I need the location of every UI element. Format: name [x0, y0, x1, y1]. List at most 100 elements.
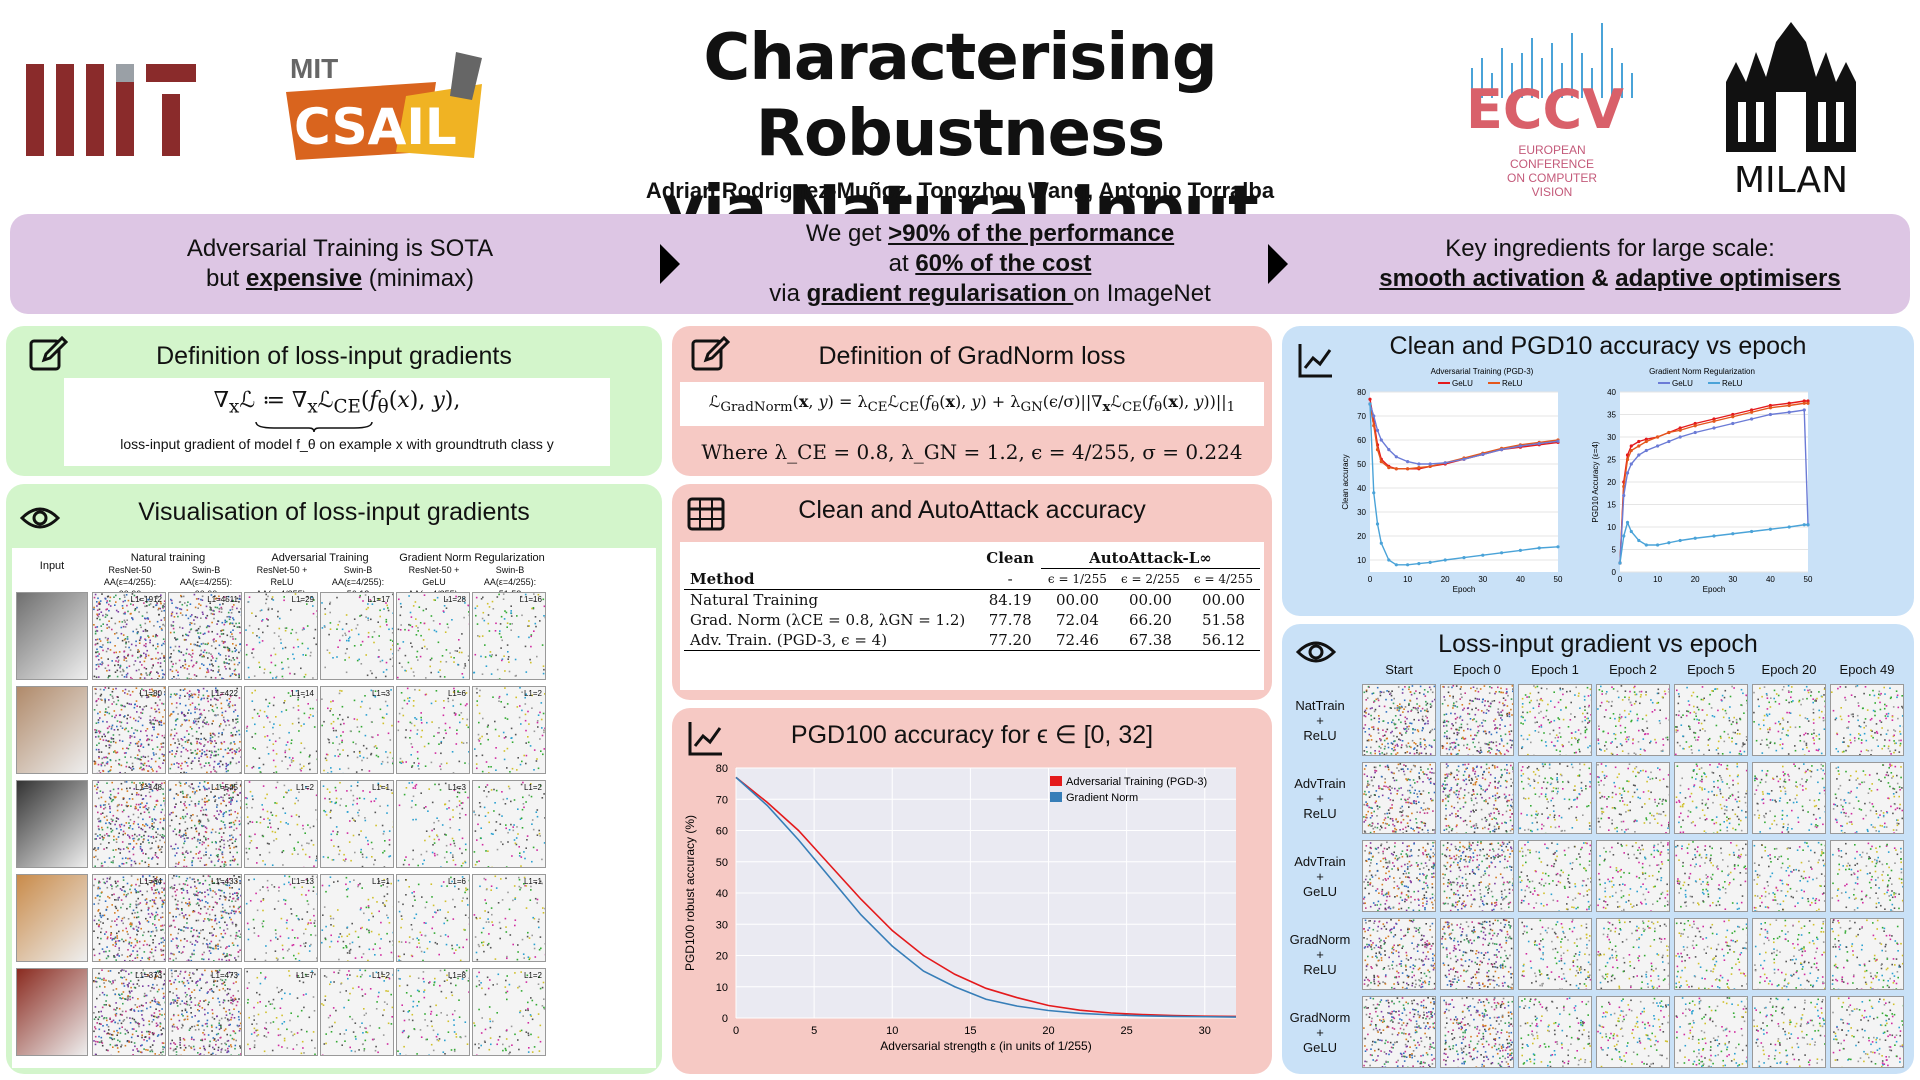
epoch-thumbnail [1830, 840, 1904, 912]
y-tick-label: 0 [722, 1013, 728, 1025]
y-tick-label: 60 [1357, 436, 1366, 445]
epoch-thumbnail [1674, 684, 1748, 756]
epoch-thumbnail [1830, 996, 1904, 1068]
panel-def-gradients: Definition of loss-input gradients ∇xℒ ≔… [6, 326, 662, 476]
epoch-thumbnail [1674, 918, 1748, 990]
epoch-thumbnail [1752, 840, 1826, 912]
panel-epoch: Loss-input gradient vs epoch Start Epoch … [1282, 624, 1914, 1074]
x-tick-label: 5 [811, 1025, 817, 1037]
x-tick-label: 25 [1121, 1025, 1133, 1037]
eccv-logo: ECCV EUROPEAN CONFERENCE ON COMPUTER VIS… [1466, 23, 1633, 199]
table-row: Adv. Train. (PGD-3, ϵ = 4) 77.20 72.46 67.3… [684, 630, 1260, 650]
y-tick-label: 80 [1357, 388, 1366, 397]
l1-label: L1=373 [135, 971, 162, 980]
data-point [1629, 462, 1633, 466]
y-tick-label: 40 [1357, 484, 1366, 493]
epoch-thumbnail [1596, 918, 1670, 990]
cell-method: Grad. Norm (λCE = 0.8, λGN = 1.2) [690, 610, 966, 629]
y-tick-label: 30 [1607, 433, 1616, 442]
banner-arrow-2 [1268, 244, 1288, 284]
epoch-thumbnail [1518, 918, 1592, 990]
data-point [1678, 426, 1682, 430]
data-point [1629, 448, 1633, 453]
data-point [1644, 439, 1648, 444]
legend-swatch [1050, 776, 1062, 786]
panel-title: Clean and PGD10 accuracy vs epoch [1389, 332, 1807, 360]
y-axis-label: PGD10 Accuracy (ε=4) [1591, 441, 1600, 522]
data-point [1379, 541, 1383, 545]
data-point [1750, 529, 1754, 534]
data-point [1768, 406, 1772, 410]
data-point [1500, 448, 1504, 452]
gradient-thumbnail: L1=1 [472, 874, 546, 962]
epoch-row-label: GradNorm + ReLU [1282, 932, 1358, 977]
input-image [16, 780, 88, 868]
data-point [1802, 399, 1806, 403]
data-point [1394, 455, 1398, 459]
x-tick-label: 40 [1766, 575, 1775, 584]
banner-col2-l1-u: >90% of the performance [888, 220, 1175, 247]
y-axis-label: PGD100 robust accuracy (%) [683, 815, 697, 971]
chart-icon [1298, 344, 1332, 378]
x-tick-label: 0 [733, 1025, 739, 1037]
y-tick-label: 50 [1357, 460, 1366, 469]
data-point [1417, 466, 1421, 470]
l1-label: L1=80 [139, 689, 162, 698]
epoch-thumbnail [1752, 762, 1826, 834]
epoch-col-header: Epoch 20 [1761, 662, 1817, 677]
data-point [1693, 536, 1697, 540]
epoch-thumbnail [1440, 762, 1514, 834]
gradient-thumbnail: L1=2 [472, 686, 546, 774]
y-tick-label: 25 [1607, 456, 1616, 465]
gradient-thumbnail: L1=28 [396, 592, 470, 680]
l1-label: L1=1 [523, 877, 542, 886]
series-line [1369, 403, 1559, 566]
x-tick-label: 10 [1403, 575, 1412, 584]
gradient-thumbnail: L1=16 [472, 592, 546, 680]
data-point [1644, 437, 1648, 441]
cell-e4: 51.58 [1202, 610, 1245, 629]
results-table: Clean AutoAttack-L∞ Method - ϵ = 1/255 ϵ… [684, 548, 1260, 651]
summary-banner: Adversarial Training is SOTA but expensi… [10, 214, 1910, 314]
eccv-sub-2: CONFERENCE [1510, 157, 1594, 171]
edit-icon [29, 335, 68, 371]
epoch-col-header: Epoch 0 [1453, 662, 1501, 677]
eccv-sub-1: EUROPEAN [1518, 143, 1585, 157]
table-icon [687, 497, 725, 531]
data-point [1537, 546, 1541, 550]
gradient-thumbnail: L1=2 [472, 780, 546, 868]
data-point [1802, 523, 1806, 527]
epoch-thumbnail [1440, 996, 1514, 1068]
data-point [1731, 532, 1735, 536]
results-table-box: Clean AutoAttack-L∞ Method - ϵ = 1/255 ϵ… [680, 542, 1264, 690]
data-point [1368, 402, 1372, 406]
x-tick-label: 20 [1042, 1025, 1054, 1037]
epoch-thumbnail [1518, 840, 1592, 912]
mit-logo [26, 64, 196, 156]
data-point [1375, 522, 1380, 526]
x-tick-label: 50 [1804, 575, 1813, 584]
data-point [1518, 444, 1522, 448]
title-line-1: Characterising Robustness [703, 21, 1217, 171]
banner-col2-l2-u: 60% of the cost [915, 250, 1092, 277]
gradient-thumbnail: L1=373 [92, 968, 166, 1056]
data-point [1537, 442, 1541, 446]
cell-clean: 84.19 [988, 590, 1032, 609]
row-label-line: GeLU [1303, 884, 1337, 899]
y-tick-label: 0 [1612, 568, 1617, 577]
gradient-thumbnail: L1=7 [244, 968, 318, 1056]
l1-label: L1=7 [295, 971, 314, 980]
data-point [1750, 410, 1754, 414]
data-point [1625, 471, 1630, 475]
vis-group-header: Gradient Norm Regularization [399, 552, 545, 564]
panel-title: Visualisation of loss-input gradients [138, 498, 530, 526]
row-label-line: GradNorm [1289, 1010, 1351, 1025]
gradnorm-where: Where λ_CE = 0.8, λ_GN = 1.2, ϵ = 4/255,… [701, 440, 1243, 464]
x-tick-label: 10 [886, 1025, 898, 1037]
gradient-thumbnail: L1=2 [244, 780, 318, 868]
epoch-thumbnail [1674, 840, 1748, 912]
milan-logo: MILAN [1726, 22, 1856, 198]
x-tick-label: 30 [1199, 1025, 1211, 1037]
input-image [16, 874, 88, 962]
x-tick-label: 30 [1728, 575, 1737, 584]
